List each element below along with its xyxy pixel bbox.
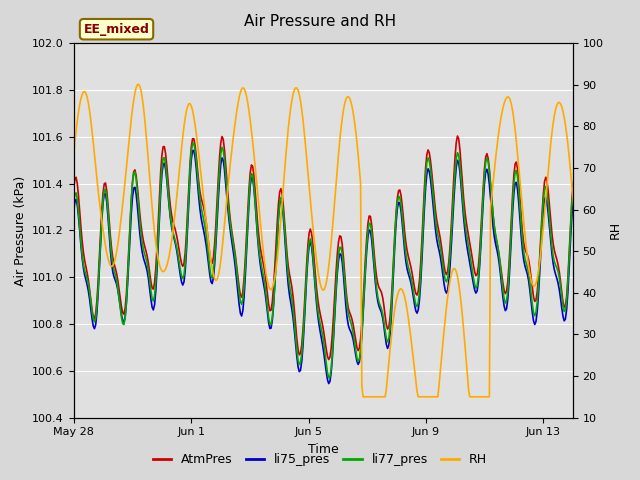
AtmPres — [584, 255, 591, 261]
li75_pres — [584, 280, 591, 286]
RH — [135, 81, 143, 87]
Y-axis label: RH: RH — [609, 221, 622, 240]
li75_pres — [243, 249, 250, 254]
li77_pres — [495, 253, 503, 259]
AtmPres — [495, 252, 503, 258]
li77_pres — [70, 202, 77, 207]
RH — [584, 282, 591, 288]
AtmPres — [564, 276, 572, 282]
li77_pres — [325, 375, 333, 381]
RH — [564, 141, 572, 147]
AtmPres — [87, 297, 95, 302]
AtmPres — [70, 187, 77, 192]
li75_pres — [325, 381, 333, 386]
Line: li75_pres: li75_pres — [74, 150, 588, 384]
li75_pres — [70, 209, 77, 215]
li75_pres — [495, 260, 503, 266]
AtmPres — [241, 256, 249, 262]
li77_pres — [326, 374, 334, 380]
li77_pres — [584, 271, 591, 277]
li77_pres — [243, 241, 250, 247]
li77_pres — [300, 315, 308, 321]
RH — [495, 126, 503, 132]
Legend: AtmPres, li75_pres, li77_pres, RH: AtmPres, li75_pres, li77_pres, RH — [148, 448, 492, 471]
AtmPres — [325, 357, 333, 362]
Text: Air Pressure and RH: Air Pressure and RH — [244, 14, 396, 29]
li75_pres — [190, 147, 198, 153]
RH — [359, 394, 367, 400]
li77_pres — [564, 280, 572, 286]
RH — [87, 117, 95, 123]
li77_pres — [190, 140, 198, 146]
Line: AtmPres: AtmPres — [74, 136, 588, 360]
X-axis label: Time: Time — [308, 443, 339, 456]
Line: li77_pres: li77_pres — [74, 143, 588, 378]
Line: RH: RH — [74, 84, 588, 397]
Y-axis label: Air Pressure (kPa): Air Pressure (kPa) — [13, 175, 27, 286]
li77_pres — [87, 299, 95, 304]
RH — [243, 94, 250, 99]
Text: EE_mixed: EE_mixed — [84, 23, 150, 36]
RH — [70, 152, 77, 157]
AtmPres — [299, 327, 307, 333]
li75_pres — [326, 379, 334, 384]
li75_pres — [87, 306, 95, 312]
AtmPres — [324, 353, 332, 359]
RH — [325, 264, 333, 270]
RH — [300, 129, 308, 134]
li75_pres — [300, 322, 308, 328]
AtmPres — [454, 133, 461, 139]
li75_pres — [564, 289, 572, 295]
